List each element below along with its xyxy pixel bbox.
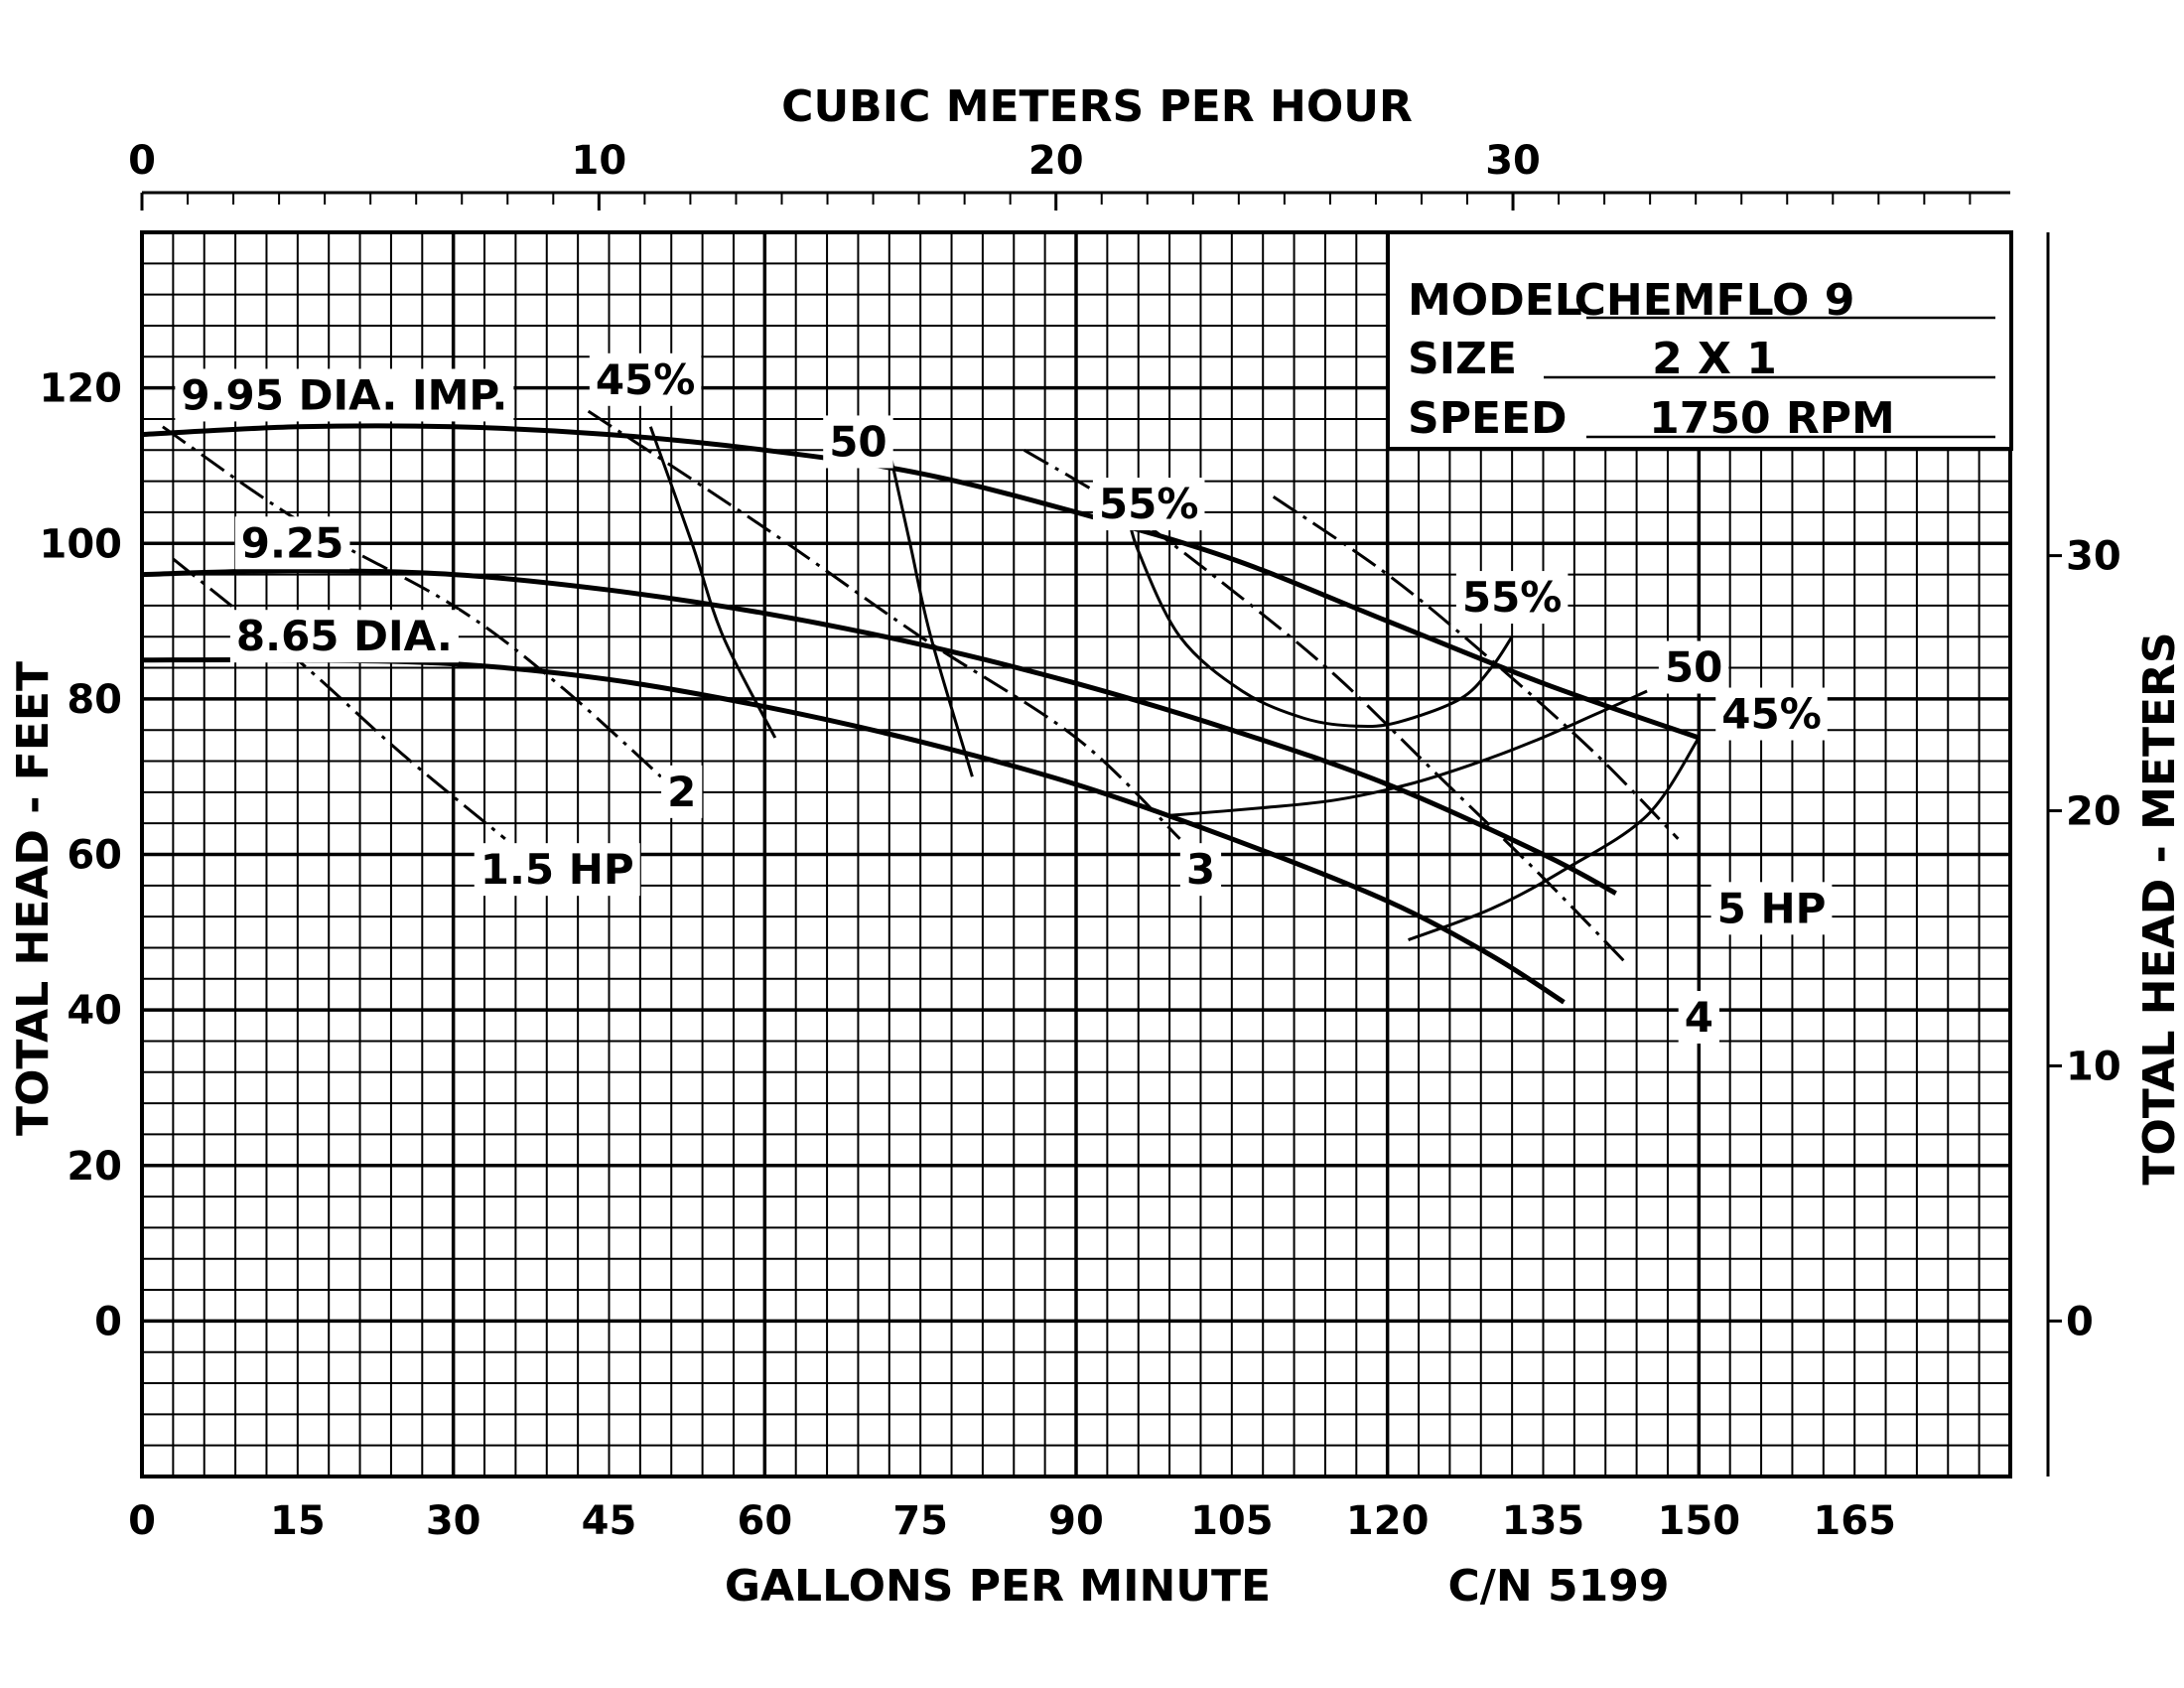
head-curve (141, 568, 1617, 896)
curve-label: 9.95 DIA. IMP. (175, 368, 514, 422)
x-tick-label: 45 (582, 1498, 637, 1544)
curve-label-text: 45% (596, 355, 696, 404)
curve-label: 1.5 HP (474, 843, 640, 897)
right-tick-label: 10 (2066, 1044, 2121, 1089)
top-axis: 0 10 20 30 (128, 138, 2010, 211)
curve-label-text: 9.25 (241, 518, 344, 567)
y-tick-label: 120 (40, 366, 123, 412)
top-tick-label: 20 (1028, 138, 1084, 184)
curve-label-text: 5 HP (1717, 884, 1827, 932)
curve-label-text: 55% (1462, 573, 1563, 622)
right-axis-title: TOTAL HEAD - METERS (2134, 632, 2184, 1185)
power-curve (1272, 495, 1680, 840)
right-tick-label: 0 (2066, 1299, 2094, 1344)
top-tick-label: 30 (1485, 138, 1541, 184)
top-tick-label: 0 (128, 138, 156, 184)
curve-label-text: 50 (829, 417, 887, 466)
curve-label-text: 45% (1721, 690, 1822, 739)
curve-label: 50 (823, 415, 893, 469)
right-tick-label: 30 (2066, 534, 2121, 580)
size-value: 2 X 1 (1652, 334, 1777, 384)
right-axis: 0 10 20 30 (2046, 232, 2121, 1477)
curve-label-background (1658, 640, 1729, 694)
x-tick-label: 15 (270, 1498, 326, 1544)
curve-label: 9.25 (234, 516, 350, 570)
curve-label-text: 50 (1665, 643, 1722, 692)
model-info-box: MODEL CHEMFLO 9 SIZE 2 X 1 SPEED 1750 RP… (1386, 230, 2013, 451)
curve-label: 4 (1678, 990, 1719, 1044)
curve-label-text: 2 (667, 768, 696, 816)
y-tick-label: 80 (67, 677, 122, 723)
y-tick-label: 60 (67, 833, 122, 879)
x-tick-label: 165 (1813, 1498, 1896, 1544)
curve-label-background (229, 610, 459, 663)
power-curve (162, 425, 662, 778)
x-tick-label: 135 (1502, 1498, 1585, 1544)
curve-labels: 9.95 DIA. IMP.9.258.65 DIA.45%5055%55%50… (175, 352, 1833, 1044)
curve-label-background (823, 415, 893, 469)
curve-label-background (661, 765, 703, 818)
efficiency-curve (887, 449, 974, 777)
curve-label-background (1715, 687, 1828, 741)
y-tick-label: 0 (94, 1299, 122, 1344)
speed-label: SPEED (1408, 393, 1568, 444)
plot-frame (140, 230, 2012, 1478)
power-curve (587, 409, 1181, 840)
y-tick-label: 100 (40, 521, 123, 567)
head-curve (141, 423, 1701, 741)
curve-label-text: 1.5 HP (480, 845, 634, 894)
curve-label-background (1179, 843, 1222, 897)
efficiency-curve (648, 426, 777, 739)
x-tick-label: 0 (128, 1498, 156, 1544)
head-curve (141, 656, 1566, 1005)
curve-label: 2 (661, 765, 703, 818)
x-tick-label: 30 (426, 1498, 481, 1544)
y-tick-label: 20 (67, 1144, 122, 1190)
curve-label-text: 4 (1685, 993, 1713, 1042)
model-value: CHEMFLO 9 (1574, 275, 1855, 326)
efficiency-curve (1168, 689, 1648, 817)
curve-label-text: 55% (1099, 480, 1199, 528)
curve-label-background (589, 352, 702, 406)
curve-label-background (1710, 882, 1833, 935)
curve-label-background (474, 843, 640, 897)
speed-value: 1750 RPM (1649, 393, 1895, 444)
curve-label: 45% (589, 352, 702, 406)
curve-label-background (1455, 571, 1569, 625)
curve-label-text: 8.65 DIA. (236, 612, 453, 660)
curve-label: 5 HP (1710, 882, 1833, 935)
curve-label: 55% (1455, 571, 1569, 625)
x-tick-label: 105 (1190, 1498, 1274, 1544)
curve-label: 3 (1179, 843, 1222, 897)
x-tick-label: 150 (1658, 1498, 1741, 1544)
size-label: SIZE (1408, 334, 1517, 384)
x-tick-label: 75 (892, 1498, 948, 1544)
y-tick-label: 40 (67, 988, 122, 1034)
curve-label-background (175, 368, 514, 422)
left-axis-title: TOTAL HEAD - FEET (8, 661, 59, 1136)
x-tick-label: 60 (737, 1498, 792, 1544)
curve-label: 50 (1658, 640, 1729, 694)
curve-label: 45% (1715, 687, 1828, 741)
curve-label-background (1092, 478, 1205, 531)
efficiency-curve (1408, 737, 1701, 942)
x-tick-label: 90 (1048, 1498, 1104, 1544)
top-tick-label: 10 (572, 138, 627, 184)
bottom-axis-title: GALLONS PER MINUTE (725, 1561, 1271, 1612)
model-label: MODEL (1408, 275, 1582, 326)
efficiency-curve (1126, 511, 1514, 729)
power-curve (172, 557, 506, 840)
top-axis-title: CUBIC METERS PER HOUR (781, 81, 1413, 132)
curve-label-background (1678, 990, 1719, 1044)
curve-label-background (234, 516, 350, 570)
curve-label-text: 9.95 DIA. IMP. (181, 370, 507, 419)
catalog-number: C/N 5199 (1448, 1561, 1670, 1612)
curve-label-text: 3 (1186, 845, 1215, 894)
curve-label: 8.65 DIA. (229, 610, 459, 663)
curve-label: 55% (1092, 478, 1205, 531)
x-tick-label: 120 (1346, 1498, 1430, 1544)
right-tick-label: 20 (2066, 789, 2121, 835)
